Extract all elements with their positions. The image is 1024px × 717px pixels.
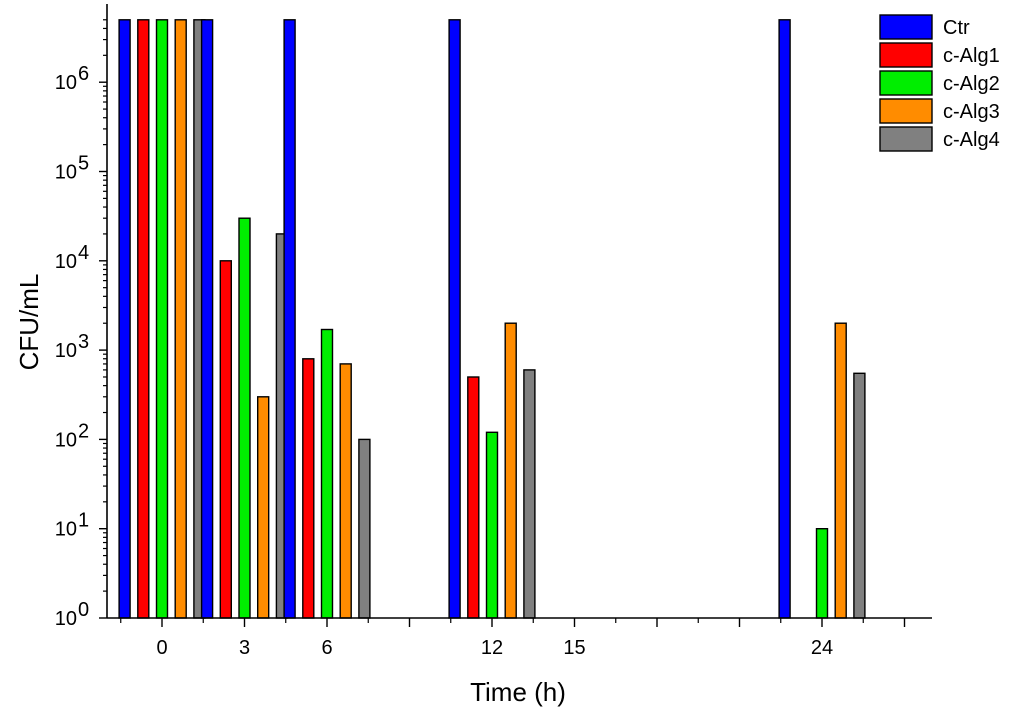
y-tick-exponent: 3 <box>78 331 89 353</box>
bar-c-alg4-t24 <box>853 372 866 619</box>
legend-label-c-alg4: c-Alg4 <box>943 129 1000 151</box>
bar-ctr-t3 <box>200 19 214 619</box>
bar-c-alg1-t3 <box>219 260 233 619</box>
bar-c-alg2-t6 <box>320 328 334 619</box>
legend-swatch-c-alg1 <box>879 42 933 68</box>
x-tick-label: 6 <box>321 637 332 659</box>
bar-c-alg2-t0 <box>155 19 169 619</box>
y-tick-exponent: 2 <box>78 420 89 442</box>
y-tick-exponent: 4 <box>78 242 89 264</box>
legend-label-ctr: Ctr <box>943 17 970 39</box>
bar-c-alg1-t12 <box>467 376 480 619</box>
x-tick-label: 15 <box>563 637 585 659</box>
y-tick-label: 10 <box>55 429 77 451</box>
bar-c-alg3-t0 <box>174 19 187 619</box>
axes-layer: 10 010 110 210 310 410 510 60 3 6 12 15 24 <box>55 4 932 659</box>
y-tick-label: 10 <box>55 519 77 541</box>
y-tick-exponent: 1 <box>78 510 89 532</box>
legend-swatch-ctr <box>879 14 933 40</box>
bar-ctr-t24 <box>778 19 791 619</box>
x-tick-label: 12 <box>481 637 503 659</box>
bar-c-alg4-t12 <box>523 369 536 619</box>
bar-ctr-t6 <box>283 19 296 619</box>
x-tick-label: 3 <box>239 637 250 659</box>
legend-swatch-c-alg3 <box>879 98 933 124</box>
x-axis-title: Time (h) <box>470 677 566 707</box>
y-tick-label: 10 <box>55 340 77 362</box>
y-tick-exponent: 5 <box>78 153 89 175</box>
y-tick-label: 10 <box>55 608 77 630</box>
bar-c-alg2-t3 <box>238 217 251 619</box>
legend: Ctr c-Alg1 c-Alg2 c-Alg3 c-Alg4 <box>879 14 1000 152</box>
y-tick-label: 10 <box>55 72 77 94</box>
y-tick-exponent: 6 <box>78 63 89 85</box>
y-tick-exponent: 0 <box>78 599 89 621</box>
legend-label-c-alg1: c-Alg1 <box>943 45 1000 67</box>
bar-c-alg1-t6 <box>302 358 315 619</box>
y-tick-label: 10 <box>55 162 77 184</box>
y-axis-title: CFU/mL <box>14 274 44 371</box>
bar-c-alg2-t12 <box>485 431 499 619</box>
x-tick-label: 24 <box>811 637 833 659</box>
bars-layer <box>118 19 866 619</box>
bar-c-alg3-t12 <box>504 322 517 619</box>
bar-ctr-t12 <box>448 19 461 619</box>
bar-c-alg3-t24 <box>834 322 847 619</box>
legend-swatch-c-alg2 <box>879 70 933 96</box>
legend-label-c-alg3: c-Alg3 <box>943 101 1000 123</box>
bar-c-alg2-t24 <box>815 528 829 619</box>
bar-c-alg4-t6 <box>358 438 371 619</box>
legend-label-c-alg2: c-Alg2 <box>943 73 1000 95</box>
bar-c-alg3-t6 <box>339 363 352 619</box>
bar-c-alg3-t3 <box>257 396 270 619</box>
y-tick-label: 10 <box>55 251 77 273</box>
x-tick-label: 0 <box>156 637 167 659</box>
legend-swatch-c-alg4 <box>879 126 933 152</box>
bar-ctr-t0 <box>118 19 131 619</box>
bar-c-alg1-t0 <box>137 19 150 619</box>
